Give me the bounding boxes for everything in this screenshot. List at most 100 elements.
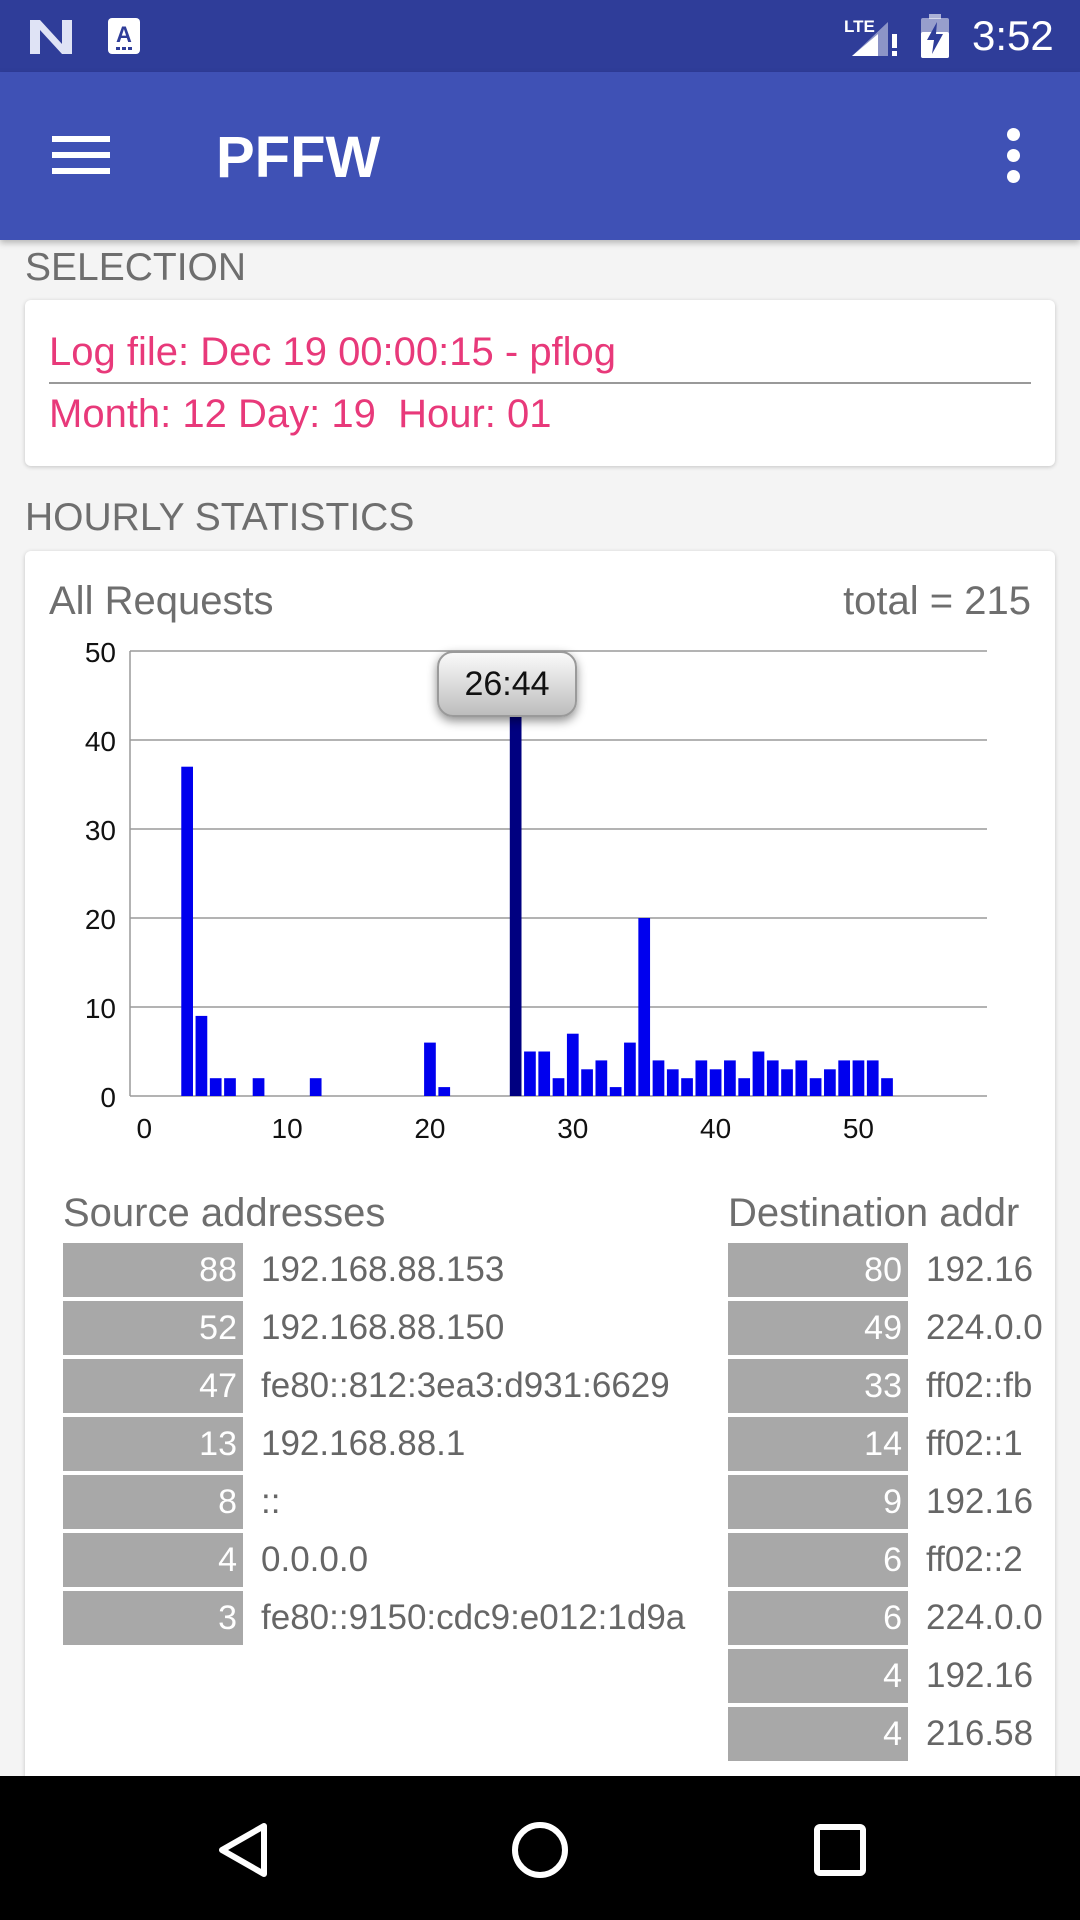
selection-card[interactable]: Log file: Dec 19 00:00:15 - pflog Month:…: [25, 300, 1055, 466]
bar: [624, 1042, 636, 1096]
source-row[interactable]: 88 192.168.88.153: [63, 1243, 711, 1297]
destination-address: 192.16: [926, 1482, 1034, 1521]
destination-address: 224.0.0: [926, 1308, 1043, 1347]
menu-icon[interactable]: [52, 132, 112, 180]
bar: [638, 918, 651, 1096]
source-row[interactable]: 13 192.168.88.1: [63, 1417, 711, 1471]
bar: [609, 1087, 622, 1096]
destination-row[interactable]: 4 216.58: [728, 1707, 1055, 1761]
log-file-label[interactable]: Log file: Dec 19 00:00:15 - pflog: [49, 330, 617, 374]
destination-count: 6: [728, 1533, 908, 1587]
bar: [195, 1015, 208, 1096]
x-tick-label: 10: [272, 1113, 303, 1144]
bar: [824, 1069, 836, 1096]
svg-text:LTE: LTE: [844, 17, 875, 36]
source-address: 192.168.88.1: [261, 1424, 466, 1463]
bar: [652, 1060, 665, 1096]
destination-count: 80: [728, 1243, 908, 1297]
source-row[interactable]: 3 fe80::9150:cdc9:e012:1d9a: [63, 1591, 711, 1645]
destination-row[interactable]: 4 192.16: [728, 1649, 1055, 1703]
y-tick-label: 20: [85, 904, 116, 935]
source-address: 192.168.88.150: [261, 1308, 505, 1347]
source-address: ::: [261, 1482, 281, 1521]
bar: [566, 1033, 579, 1096]
bar: [552, 1078, 565, 1096]
bar: [595, 1060, 608, 1096]
destination-count: 9: [728, 1475, 908, 1529]
bar: [438, 1087, 451, 1096]
bar: [424, 1042, 436, 1096]
app-title: PFFW: [216, 125, 381, 190]
source-row[interactable]: 52 192.168.88.150: [63, 1301, 711, 1355]
chart-total: total = 215: [843, 579, 1031, 623]
destination-address: ff02::1: [926, 1424, 1023, 1463]
destination-row[interactable]: 14 ff02::1: [728, 1417, 1055, 1471]
destination-row[interactable]: 6 ff02::2: [728, 1533, 1055, 1587]
bar: [509, 704, 522, 1096]
bar: [738, 1078, 751, 1096]
recents-icon[interactable]: [812, 1822, 868, 1878]
destination-address: 224.0.0: [926, 1598, 1043, 1637]
source-count: 8: [63, 1475, 243, 1529]
hourly-statistics-header: HOURLY STATISTICS: [25, 496, 415, 539]
destination-row[interactable]: 33 ff02::fb: [728, 1359, 1055, 1413]
destination-count: 14: [728, 1417, 908, 1471]
destination-row[interactable]: 6 224.0.0: [728, 1591, 1055, 1645]
destination-count: 49: [728, 1301, 908, 1355]
app-bar: PFFW: [0, 72, 1080, 240]
destination-address: ff02::fb: [926, 1366, 1033, 1405]
destination-count: 33: [728, 1359, 908, 1413]
destination-row[interactable]: 80 192.16: [728, 1243, 1055, 1297]
signal-icon: LTE: [844, 17, 897, 56]
destination-addresses-header: Destination addr: [728, 1191, 1020, 1235]
navigation-bar: [0, 1776, 1080, 1920]
source-count: 13: [63, 1417, 243, 1471]
bar: [524, 1051, 536, 1096]
clock: 3:52: [972, 12, 1054, 59]
svg-text:A: A: [116, 22, 132, 47]
bar: [838, 1060, 851, 1096]
status-bar: A LTE 3:52: [0, 0, 1080, 72]
source-addresses-header: Source addresses: [63, 1191, 386, 1235]
bar: [224, 1078, 236, 1096]
app-notification-icon: A: [108, 18, 140, 54]
destination-address: 192.16: [926, 1656, 1034, 1695]
destination-address: ff02::2: [926, 1540, 1023, 1579]
x-tick-label: 50: [843, 1113, 874, 1144]
destination-count: 6: [728, 1591, 908, 1645]
back-icon[interactable]: [214, 1820, 270, 1880]
battery-charging-icon: [921, 14, 949, 58]
home-icon[interactable]: [510, 1820, 570, 1880]
source-row[interactable]: 47 fe80::812:3ea3:d931:6629: [63, 1359, 711, 1413]
more-vert-icon[interactable]: [1000, 128, 1026, 184]
source-count: 47: [63, 1359, 243, 1413]
y-tick-label: 0: [100, 1082, 116, 1113]
destination-count: 4: [728, 1649, 908, 1703]
destination-address: 192.16: [926, 1250, 1034, 1289]
source-address: 192.168.88.153: [261, 1250, 505, 1289]
chart-title: All Requests: [49, 579, 274, 623]
bar: [252, 1078, 265, 1096]
bar: [581, 1069, 593, 1096]
selection-header: SELECTION: [25, 246, 247, 289]
destination-row[interactable]: 49 224.0.0: [728, 1301, 1055, 1355]
bar: [766, 1060, 779, 1096]
bar: [881, 1078, 893, 1096]
destination-row[interactable]: 9 192.16: [728, 1475, 1055, 1529]
bar: [809, 1078, 822, 1096]
source-count: 52: [63, 1301, 243, 1355]
source-address: 0.0.0.0: [261, 1540, 369, 1579]
bar: [695, 1060, 708, 1096]
destination-address: 216.58: [926, 1714, 1034, 1753]
x-tick-label: 0: [136, 1113, 152, 1144]
source-address: fe80::812:3ea3:d931:6629: [261, 1366, 670, 1405]
statistics-card: All Requests total = 215 0 10 20 30 40 50 0 10 2…: [25, 551, 1055, 1791]
source-address: fe80::9150:cdc9:e012:1d9a: [261, 1598, 686, 1637]
date-label[interactable]: Month: 12 Day: 19 Hour: 01: [49, 392, 552, 436]
bar: [709, 1069, 722, 1096]
bar: [538, 1051, 551, 1096]
y-tick-label: 50: [85, 637, 116, 668]
source-row[interactable]: 8::: [63, 1475, 711, 1529]
y-tick-label: 40: [85, 726, 116, 757]
source-row[interactable]: 4 0.0.0.0: [63, 1533, 711, 1587]
